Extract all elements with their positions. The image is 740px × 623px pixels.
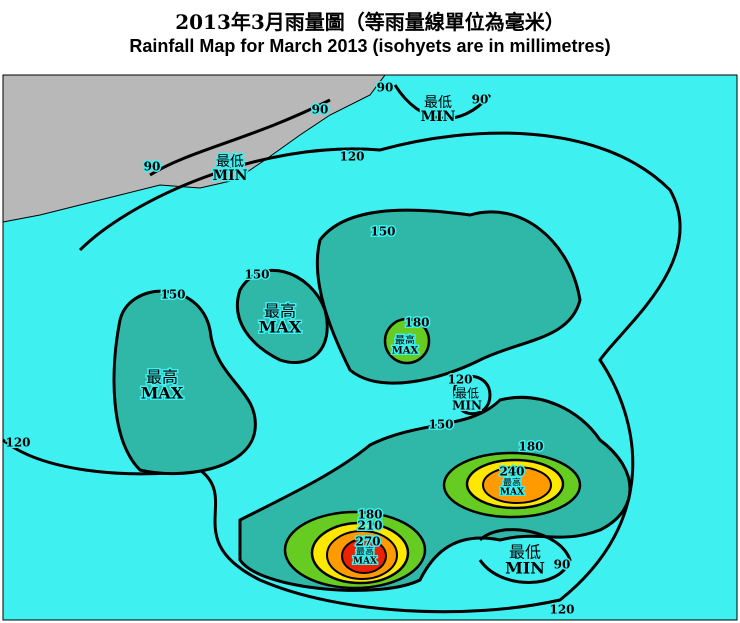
extreme-label-zh: 最低 [424, 95, 452, 111]
isohyet-label: 120 [549, 603, 574, 617]
extreme-label-zh: 最低 [216, 154, 244, 170]
isohyet-label: 180 [518, 440, 543, 454]
isohyet-label: 240 [499, 465, 524, 479]
extreme-label-en: MAX [500, 488, 524, 498]
isohyet-label: 90 [377, 81, 394, 95]
isohyet-label: 180 [404, 316, 429, 330]
extreme-label-zh: 最高 [503, 477, 521, 489]
isohyet-label: 150 [160, 288, 185, 302]
isohyet-label: 90 [472, 93, 489, 107]
extreme-label-en: MIN [505, 559, 545, 578]
isohyet-label: 90 [554, 558, 571, 572]
isohyet-label: 90 [144, 160, 161, 174]
isohyet [2, 131, 682, 614]
title-zh: 2013年3月雨量圖（等雨量線單位為毫米） [175, 10, 565, 34]
extreme-label-zh: 最高 [395, 334, 415, 347]
extreme-label-en: MAX [259, 318, 302, 337]
isohyet-label: 150 [244, 268, 269, 282]
extreme-label-en: MAX [141, 384, 184, 403]
extreme-label-zh: 最低 [455, 387, 479, 401]
zone-270 [341, 538, 387, 574]
title-en: Rainfall Map for March 2013 (isohyets ar… [129, 36, 611, 56]
land [2, 74, 386, 223]
isohyet-label: 270 [355, 535, 380, 549]
extreme-label-en: MIN [452, 399, 482, 413]
isohyet-label: 90 [312, 103, 329, 117]
extreme-label-en: MAX [392, 346, 419, 357]
extreme-label-zh: 最高 [146, 368, 178, 387]
isohyet-label: 210 [357, 519, 382, 533]
isohyet-label: 120 [5, 436, 30, 450]
extreme-label-zh: 最高 [356, 546, 374, 558]
isohyet-label: 120 [339, 150, 364, 164]
zone-150 [112, 208, 632, 592]
isohyet-label: 120 [447, 373, 472, 387]
isohyet-label: 180 [357, 508, 382, 522]
isohyet [149, 84, 572, 584]
isohyet-label: 150 [428, 418, 453, 432]
extreme-label-zh: 最高 [264, 302, 296, 321]
isohyet-label: 150 [370, 225, 395, 239]
extreme-label-zh: 最低 [509, 543, 541, 562]
extreme-label-en: MIN [213, 168, 248, 184]
extreme-label-en: MIN [421, 109, 456, 125]
extreme-label-en: MAX [353, 557, 377, 567]
